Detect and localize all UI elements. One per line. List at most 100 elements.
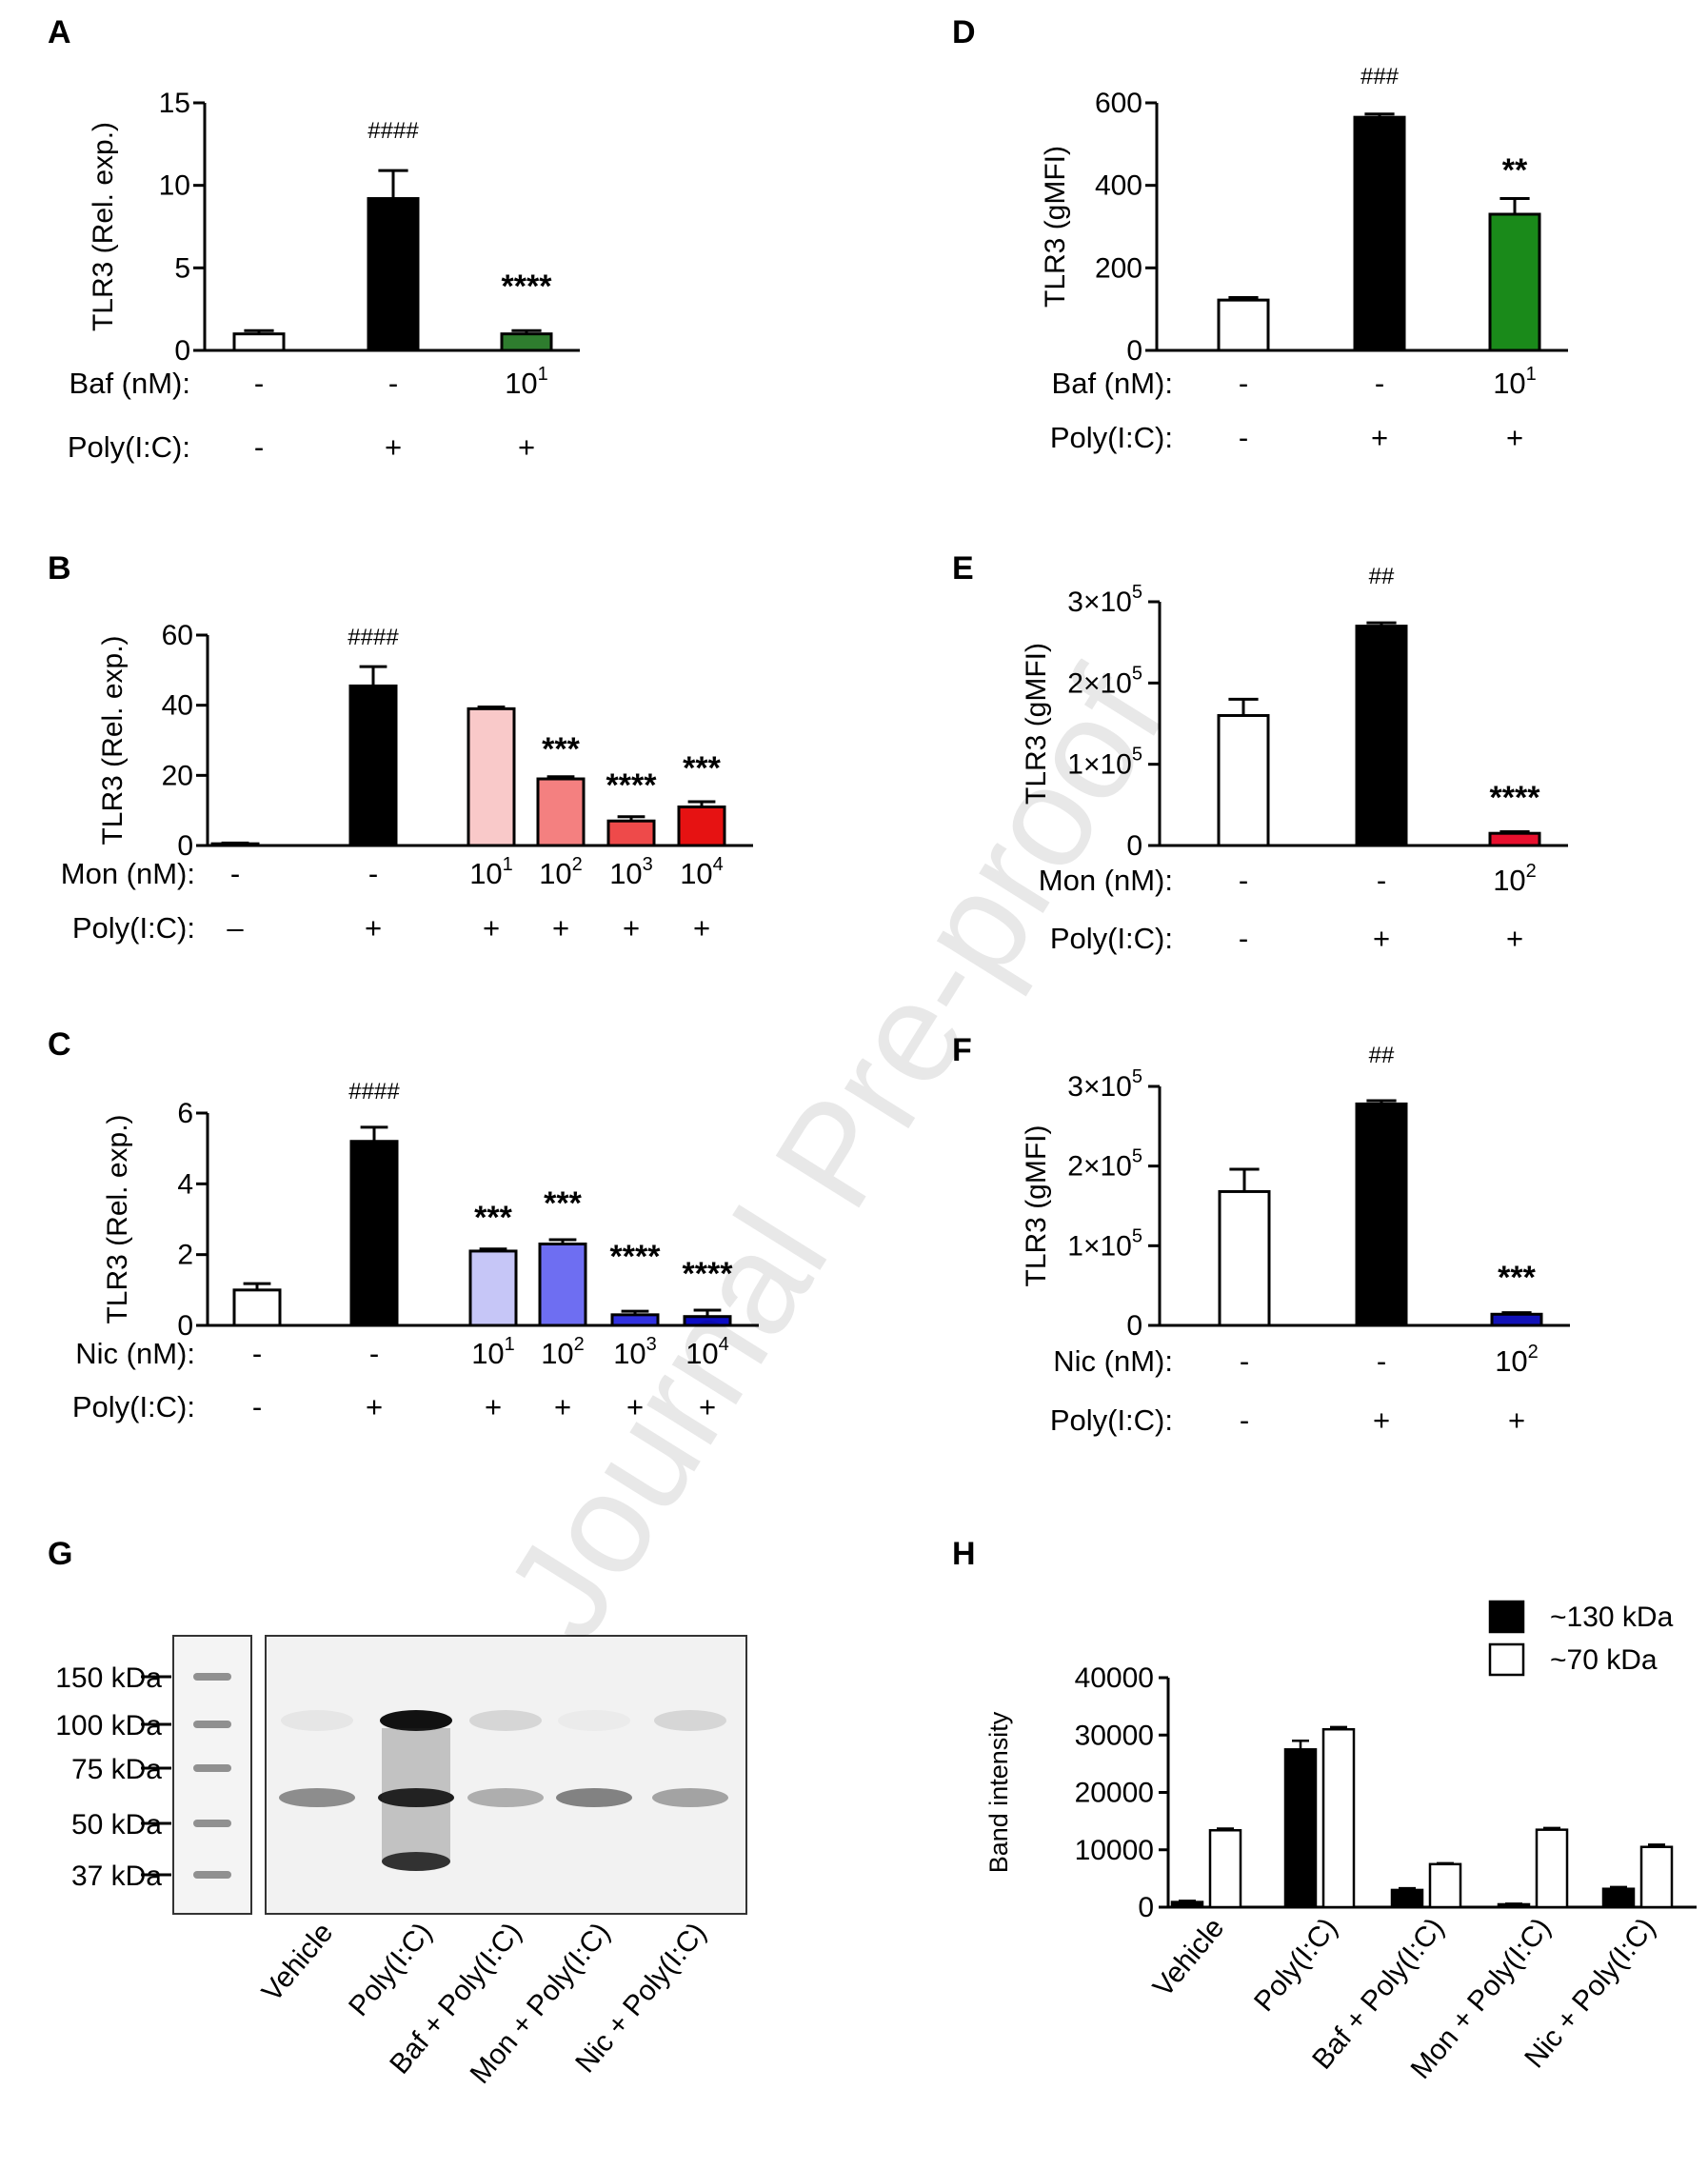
y-tick-label: 0 xyxy=(177,830,193,862)
band-70-kda xyxy=(556,1788,632,1807)
bar xyxy=(1390,1888,1424,1909)
significance-label: *** xyxy=(474,1200,512,1236)
ladder-band xyxy=(193,1764,231,1772)
panel-e: E 0 1×105 2×105 3×105 TLR3 (gMFI) ## **** Mon (n… xyxy=(952,550,1568,955)
bar xyxy=(606,819,656,847)
y-tick-label: 2 xyxy=(177,1240,193,1271)
ladder-band xyxy=(193,1673,231,1681)
significance-label: *** xyxy=(1498,1260,1536,1296)
condition-value: – xyxy=(227,911,244,945)
condition-value: + xyxy=(366,1390,383,1423)
bar xyxy=(536,777,586,847)
legend-swatch xyxy=(1488,1600,1525,1634)
smear xyxy=(382,1728,450,1861)
bar xyxy=(468,1249,518,1327)
y-tick-label: 0 xyxy=(1126,1310,1142,1342)
panel-label-g: G xyxy=(48,1536,72,1572)
condition-value: + xyxy=(485,1390,502,1423)
condition-value: + xyxy=(623,911,640,945)
significance-label: #### xyxy=(348,625,399,650)
condition-value: - xyxy=(1239,864,1248,897)
bar xyxy=(1488,831,1541,847)
y-tick-label: 5 xyxy=(174,252,190,284)
condition-value: + xyxy=(626,1390,644,1423)
band-70-kda xyxy=(467,1788,544,1807)
condition-value: + xyxy=(365,911,382,945)
condition-value: - xyxy=(368,857,378,890)
band-130-kda xyxy=(469,1710,542,1731)
y-tick-label: 400 xyxy=(1095,170,1142,202)
significance-label: **** xyxy=(610,1239,662,1275)
condition-value: - xyxy=(1240,1344,1249,1378)
condition-value: - xyxy=(230,857,240,890)
condition-value: - xyxy=(252,1390,262,1423)
significance-label: **** xyxy=(502,269,553,305)
condition-value: 104 xyxy=(680,854,724,890)
bar xyxy=(348,684,398,847)
y-tick-label: 0 xyxy=(174,335,190,367)
bar xyxy=(210,842,260,847)
condition-value: 102 xyxy=(1495,1342,1539,1378)
significance-label: ## xyxy=(1369,1043,1395,1068)
bar xyxy=(1535,1828,1569,1909)
band-130-kda xyxy=(281,1710,353,1731)
bar xyxy=(1283,1748,1318,1909)
significance-label: #### xyxy=(348,1079,400,1104)
legend-label: ~130 kDa xyxy=(1550,1602,1674,1633)
y-tick-label: 0 xyxy=(177,1310,193,1342)
bar xyxy=(1217,713,1270,847)
bar xyxy=(1355,1102,1408,1327)
condition-value: + xyxy=(554,1390,571,1423)
y-axis-label: TLR3 (Rel. exp.) xyxy=(88,122,119,331)
condition-value: + xyxy=(483,911,500,945)
condition-value: - xyxy=(369,1337,379,1370)
condition-value: + xyxy=(1371,421,1388,454)
condition-value: + xyxy=(1373,922,1390,955)
condition-row-label: Baf (nM): xyxy=(70,367,190,400)
lane-label: Vehicle xyxy=(256,1917,339,2007)
y-tick-label: 2×105 xyxy=(1067,1146,1142,1183)
bar xyxy=(500,332,553,352)
bar xyxy=(1217,298,1270,352)
bar xyxy=(1321,1727,1356,1909)
bar xyxy=(367,197,420,352)
condition-value: - xyxy=(388,367,398,400)
bar xyxy=(1170,1900,1204,1909)
panel-a: A 0 5 10 15 TLR3 (Rel. exp.) #### **** Baf (nM):… xyxy=(48,14,580,464)
condition-value: 101 xyxy=(471,1334,515,1370)
condition-value: - xyxy=(1377,1344,1386,1378)
significance-label: #### xyxy=(367,118,419,144)
y-tick-label: 4 xyxy=(177,1168,193,1200)
condition-value: 104 xyxy=(685,1334,729,1370)
condition-value: + xyxy=(1506,421,1523,454)
condition-value: 102 xyxy=(539,854,583,890)
condition-value: 101 xyxy=(1493,364,1537,400)
bar xyxy=(1601,1887,1636,1909)
panel-label-d: D xyxy=(952,14,976,50)
condition-row-label: Baf (nM): xyxy=(1052,367,1173,400)
condition-value: 102 xyxy=(541,1334,585,1370)
bar xyxy=(232,332,286,352)
y-tick-label: 0 xyxy=(1138,1892,1154,1923)
y-tick-label: 200 xyxy=(1095,252,1142,284)
condition-value: + xyxy=(1506,922,1523,955)
condition-row-label: Mon (nM): xyxy=(1039,864,1173,897)
condition-value: + xyxy=(1373,1403,1390,1437)
y-tick-label: 3×105 xyxy=(1067,1066,1142,1103)
condition-value: - xyxy=(1377,864,1386,897)
condition-value: + xyxy=(385,430,402,464)
condition-value: + xyxy=(1508,1403,1525,1437)
condition-row-label: Mon (nM): xyxy=(61,857,195,890)
significance-label: ** xyxy=(1502,152,1528,189)
y-tick-label: 1×105 xyxy=(1067,1225,1142,1262)
condition-row-label: Poly(I:C): xyxy=(1050,1403,1173,1437)
panel-label-h: H xyxy=(952,1536,976,1572)
condition-value: 103 xyxy=(613,1334,657,1370)
y-tick-label: 0 xyxy=(1126,830,1142,862)
y-tick-label: 20000 xyxy=(1075,1778,1154,1809)
y-axis-label: TLR3 (gMFI) xyxy=(1021,1124,1052,1286)
condition-row-label: Poly(I:C): xyxy=(72,1390,195,1423)
condition-row-label: Poly(I:C): xyxy=(72,911,195,945)
